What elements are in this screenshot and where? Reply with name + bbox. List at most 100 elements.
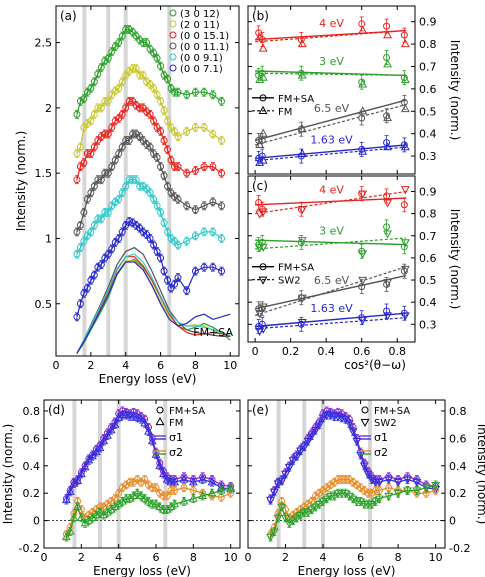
data-point — [125, 217, 133, 225]
panel-label: (c) — [252, 179, 268, 193]
data-point — [329, 492, 339, 501]
data-point — [200, 263, 208, 271]
data-point — [292, 453, 302, 462]
data-point — [393, 490, 403, 499]
data-point — [110, 419, 120, 428]
legend-label: σ1 — [169, 431, 183, 444]
data-point — [155, 501, 165, 510]
data-point — [356, 451, 366, 460]
data-point — [136, 182, 144, 190]
model-curve — [76, 261, 231, 354]
panel-b-frame — [247, 5, 416, 175]
data-point — [153, 202, 161, 210]
data-point — [108, 123, 116, 131]
data-point — [140, 418, 150, 427]
data-point — [333, 413, 343, 422]
data-point — [153, 91, 161, 99]
model-point — [258, 325, 268, 334]
legend-label: σ1 — [374, 431, 388, 444]
data-point — [374, 479, 384, 488]
data-point — [273, 514, 283, 523]
data-point — [191, 123, 199, 131]
data-point — [159, 468, 168, 478]
data-point — [266, 496, 275, 506]
data-point — [311, 503, 320, 512]
data-point — [65, 486, 75, 495]
legend-label: (0 0 15.1) — [180, 31, 229, 42]
data-point — [104, 54, 112, 62]
data-point — [299, 443, 309, 452]
panel-label: (d) — [48, 403, 65, 417]
x-axis-label: Energy loss (eV) — [93, 564, 191, 577]
data-point — [303, 438, 313, 447]
data-point — [153, 248, 161, 256]
data-point — [400, 267, 408, 275]
data-point — [69, 512, 79, 521]
data-point — [297, 320, 305, 328]
legend-marker — [169, 31, 177, 39]
data-point — [104, 130, 112, 138]
model-point — [358, 106, 368, 115]
data-point — [183, 202, 191, 210]
data-point — [296, 447, 305, 456]
legend-marker — [156, 406, 164, 414]
fit-line-solid — [255, 312, 407, 328]
energy-marker-band — [302, 400, 307, 548]
y-tick-label: 1.5 — [35, 167, 53, 180]
energy-marker-band — [72, 400, 77, 548]
data-point — [80, 462, 90, 471]
data-point — [218, 267, 226, 275]
model-point — [255, 74, 265, 84]
data-point — [367, 476, 377, 485]
y-axis-label: Intensity (norm.) — [448, 40, 462, 141]
data-point — [371, 498, 381, 507]
data-point — [277, 477, 287, 486]
data-point — [136, 71, 144, 79]
y-tick-label: 0.6 — [449, 432, 467, 445]
fit-line-solid — [254, 274, 407, 310]
model-point — [258, 303, 268, 312]
data-point — [115, 39, 123, 47]
data-point — [384, 492, 394, 501]
data-point — [61, 531, 71, 541]
data-point — [114, 412, 124, 421]
y-tick-label: 0.3 — [419, 318, 437, 331]
data-point — [162, 504, 172, 513]
model-point — [297, 206, 307, 215]
data-point — [91, 447, 101, 456]
data-point — [80, 289, 88, 297]
model-point — [258, 128, 268, 137]
y-axis-label: Intensity (norm.) — [1, 424, 15, 525]
model-point — [400, 186, 410, 195]
x-axis-label: Energy loss (eV) — [99, 372, 197, 386]
model-point — [297, 39, 307, 48]
panel-label: (b) — [252, 9, 269, 23]
data-point — [162, 474, 172, 483]
data-point — [163, 492, 171, 500]
x-tick-label: 6 — [157, 359, 164, 372]
data-point — [372, 486, 380, 494]
model-point — [400, 39, 410, 48]
data-point — [200, 163, 208, 171]
data-point — [157, 163, 165, 171]
data-point — [129, 130, 137, 138]
data-point — [258, 136, 266, 144]
data-point — [160, 219, 168, 227]
data-point — [80, 237, 88, 245]
fit-line-dashed — [255, 72, 407, 76]
model-point — [255, 139, 265, 148]
data-point — [337, 414, 347, 423]
y-tick-label: 0.8 — [419, 208, 437, 221]
legend-label: SW2 — [278, 276, 301, 287]
energy-marker-band — [276, 400, 281, 548]
x-tick-label: 4 — [320, 551, 327, 564]
data-point — [108, 245, 116, 253]
data-point — [385, 484, 393, 492]
fit-line-dashed — [254, 266, 407, 316]
data-point — [191, 88, 199, 96]
data-point — [200, 228, 208, 236]
model-point — [358, 25, 368, 34]
data-point — [115, 195, 123, 203]
data-point — [342, 475, 350, 483]
